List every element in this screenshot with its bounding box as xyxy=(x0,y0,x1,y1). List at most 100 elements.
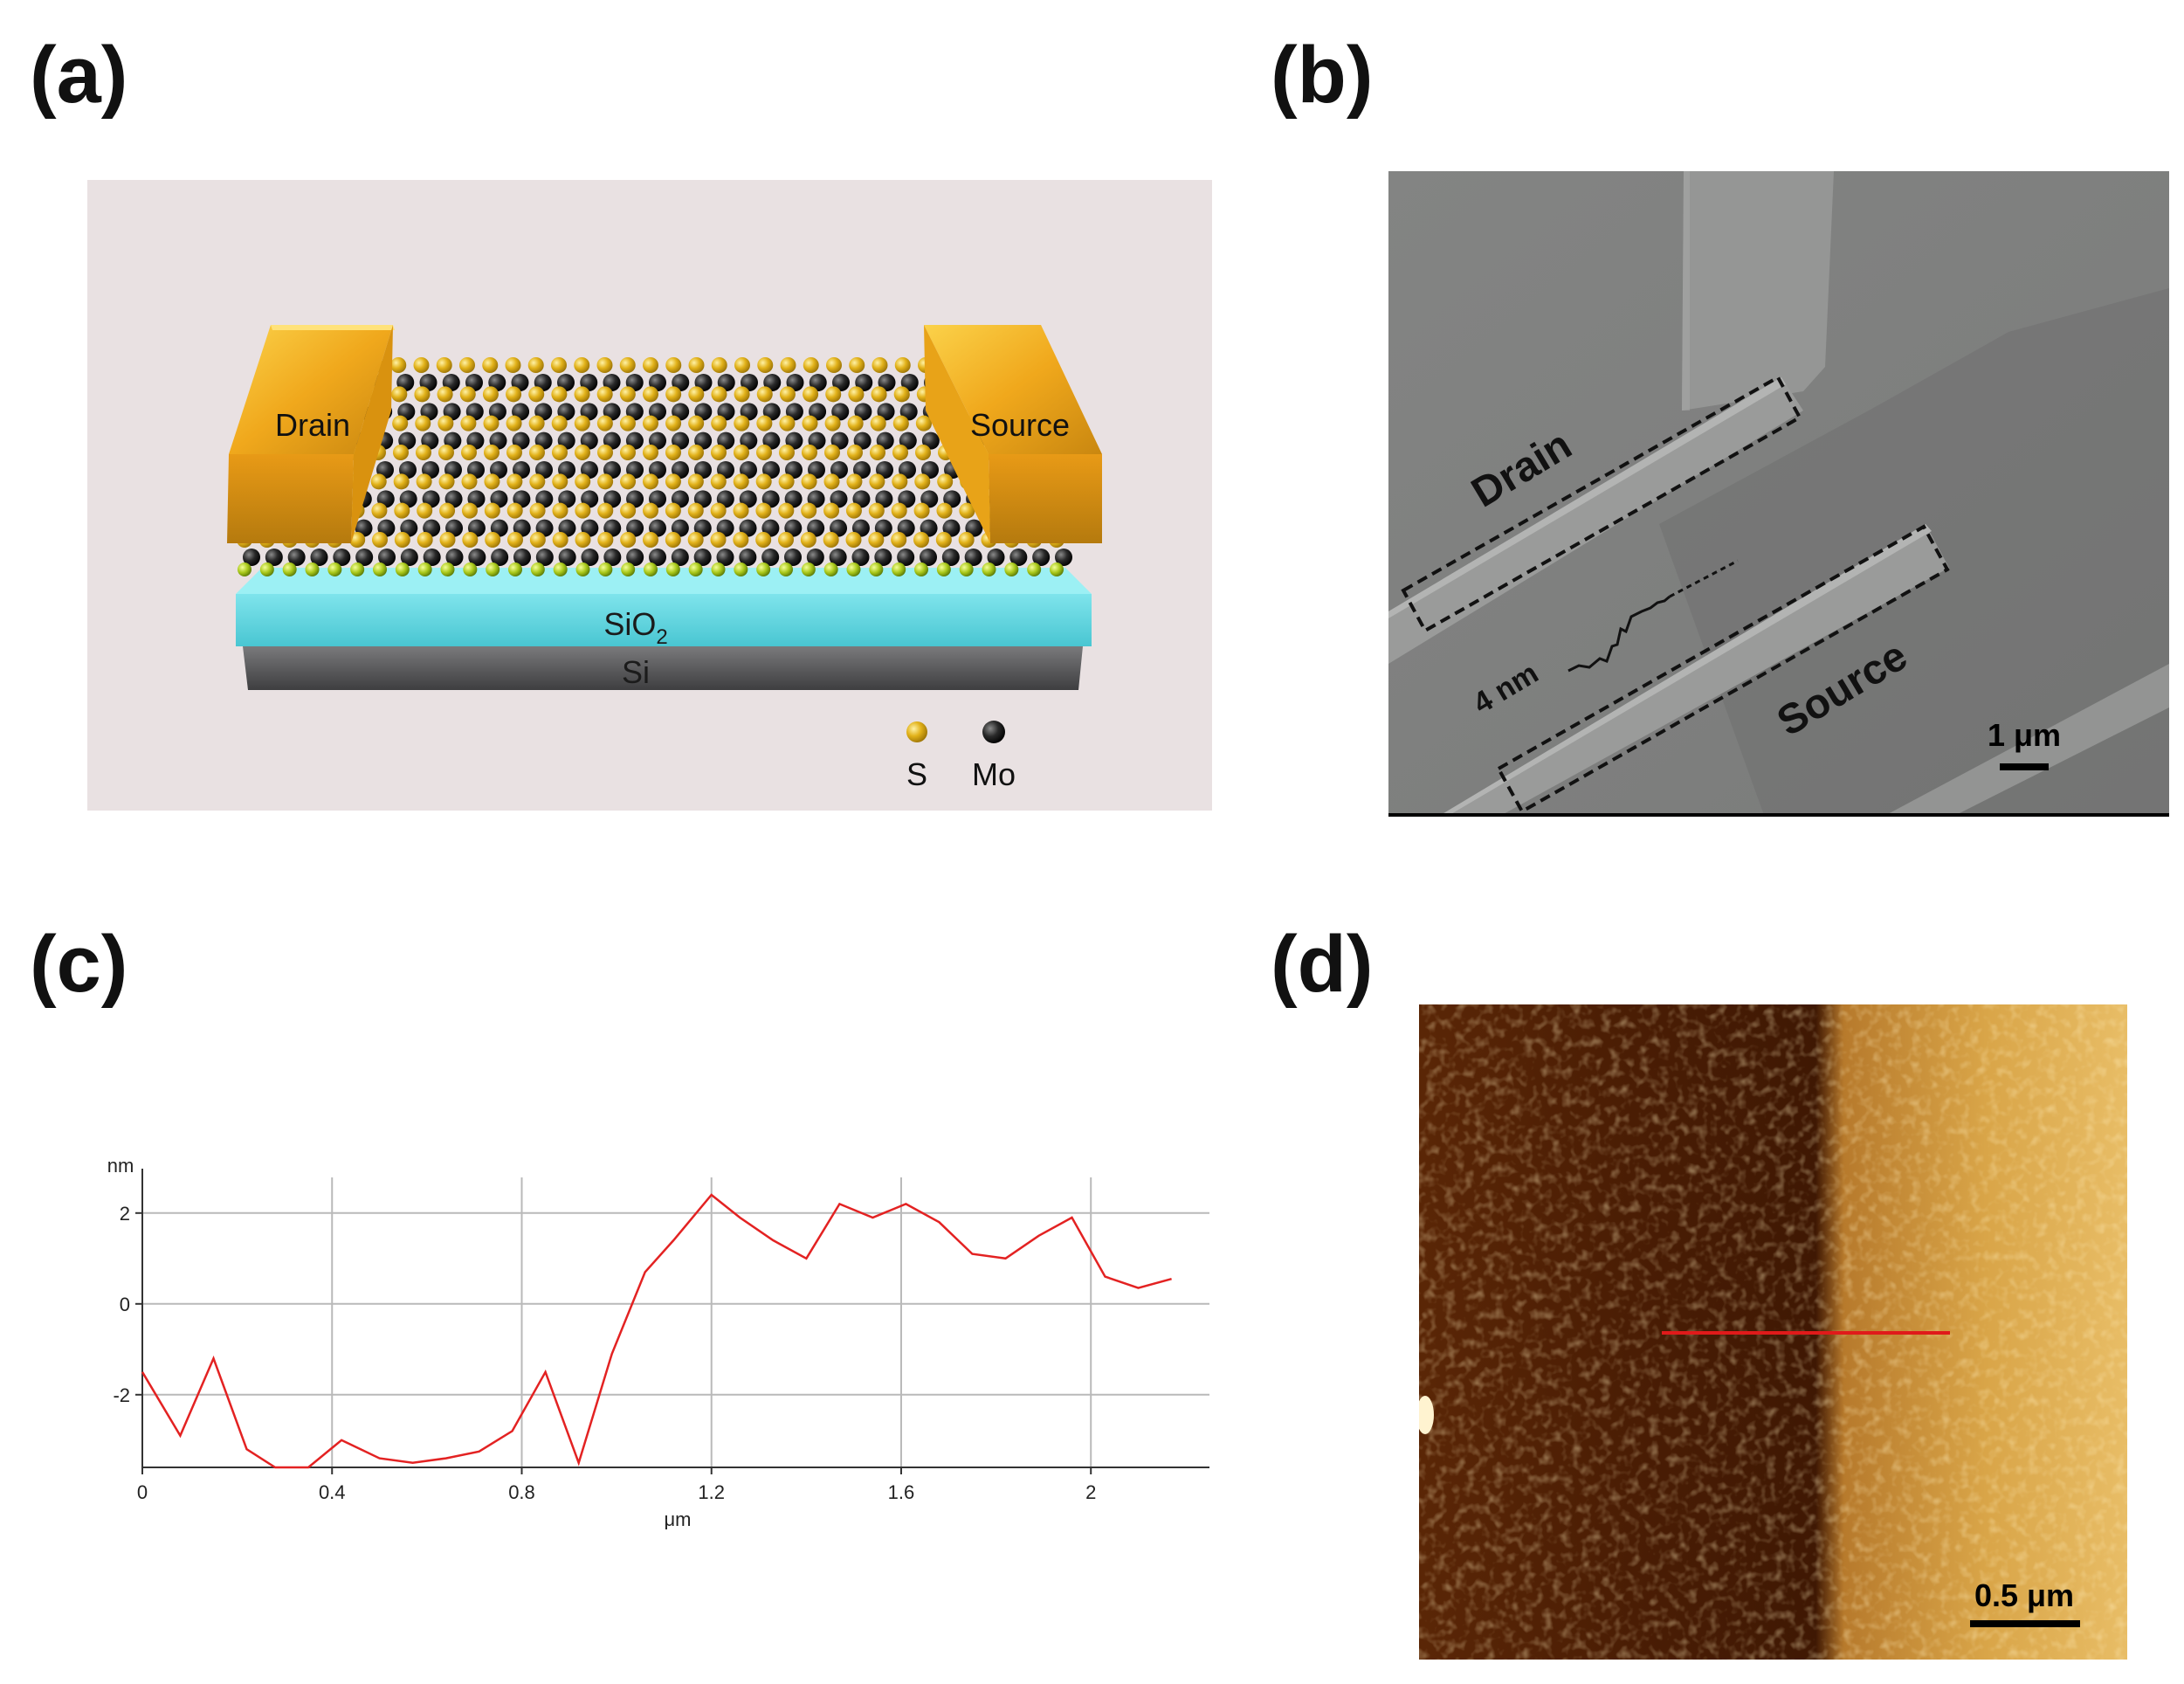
panel-c-label: (c) xyxy=(30,920,128,1009)
s-atom xyxy=(506,445,522,460)
s-atom xyxy=(848,386,865,403)
s-atom xyxy=(846,562,861,576)
s-atom xyxy=(486,562,500,576)
mo-atom xyxy=(877,403,895,421)
s-atom xyxy=(551,357,567,373)
s-atom xyxy=(868,532,885,548)
x-tick-label: 1.6 xyxy=(888,1481,915,1503)
s-atom xyxy=(619,415,636,431)
s-atom xyxy=(575,502,591,519)
s-atom xyxy=(825,386,842,403)
s-atom xyxy=(687,502,704,519)
s-atom xyxy=(688,445,704,460)
mo-atom xyxy=(423,549,441,566)
s-atom xyxy=(894,357,911,373)
chart-series xyxy=(141,1193,1172,1469)
drain-label: Drain xyxy=(275,407,350,443)
s-atom xyxy=(756,415,773,431)
s-atom xyxy=(393,473,410,490)
mo-atom xyxy=(626,549,644,566)
mo-atom xyxy=(851,519,870,537)
s-atom xyxy=(552,473,568,490)
s-atom xyxy=(508,562,522,576)
s-atom xyxy=(913,532,929,548)
s-atom xyxy=(892,445,908,460)
s-atom xyxy=(802,445,817,460)
s-atom xyxy=(483,415,499,431)
s-atom xyxy=(665,532,681,548)
drain-outline xyxy=(1401,375,1802,633)
s-atom xyxy=(552,502,568,519)
s-atom xyxy=(847,445,863,460)
mo-atom xyxy=(785,403,803,421)
s-atom xyxy=(710,532,727,548)
s-atom xyxy=(982,562,996,576)
s-atom xyxy=(913,502,930,519)
s-atom xyxy=(823,502,840,519)
s-atom xyxy=(439,532,456,548)
s-atom xyxy=(711,562,726,576)
s-atom xyxy=(803,357,819,373)
mo-atom xyxy=(875,490,893,508)
s-atom xyxy=(620,502,637,519)
s-atom xyxy=(687,473,704,490)
mo-atom xyxy=(920,490,939,508)
s-atom xyxy=(643,502,658,519)
si-substrate xyxy=(243,646,1083,690)
s-atom xyxy=(892,415,909,431)
s-atom xyxy=(847,415,864,431)
mo-atom xyxy=(784,549,802,566)
mo-atom xyxy=(558,549,576,566)
s-atom xyxy=(870,415,886,431)
s-atom xyxy=(598,562,613,576)
mo-atom xyxy=(851,549,870,566)
legend-s-label: S xyxy=(906,756,927,792)
s-atom xyxy=(574,357,590,373)
mo-atom xyxy=(513,549,531,566)
s-atom xyxy=(259,562,274,576)
x-tick-label: 0.8 xyxy=(508,1481,535,1503)
s-atom xyxy=(305,562,320,576)
s-atom xyxy=(575,445,590,460)
mo-atom xyxy=(445,549,464,566)
x-axis-label: μm xyxy=(664,1508,691,1530)
mo-atom xyxy=(941,549,960,566)
s-atom xyxy=(734,386,750,403)
mo-atom xyxy=(808,461,825,479)
s-atom xyxy=(869,562,884,576)
s-atom xyxy=(711,445,727,460)
s-atom xyxy=(756,562,771,576)
s-atom xyxy=(823,532,839,548)
mo-atom xyxy=(786,374,804,391)
s-atom xyxy=(779,562,793,576)
mo-atom xyxy=(763,374,782,391)
s-atom xyxy=(734,562,748,576)
s-atom xyxy=(370,473,387,490)
s-atom xyxy=(238,562,251,576)
mo-atom xyxy=(852,490,871,508)
s-atom xyxy=(826,357,842,373)
mos2-lattice xyxy=(237,357,1072,576)
s-atom xyxy=(529,473,546,490)
source-label: Source xyxy=(970,407,1070,443)
s-atom xyxy=(778,473,795,490)
s-atom xyxy=(711,357,727,373)
s-atom xyxy=(800,532,816,548)
s-atom xyxy=(687,532,704,548)
mo-atom xyxy=(920,549,937,566)
mo-atom xyxy=(899,431,917,450)
s-atom xyxy=(438,473,455,490)
s-atom xyxy=(780,357,796,373)
s-atom xyxy=(779,386,796,403)
s-atom xyxy=(553,562,568,576)
s-atom xyxy=(597,532,614,548)
s-atom xyxy=(688,386,705,403)
s-atom xyxy=(552,445,568,460)
s-atom xyxy=(665,386,682,403)
s-atom xyxy=(416,473,432,490)
mo-atom xyxy=(581,549,599,566)
s-atom xyxy=(393,445,409,460)
panel-d-label: (d) xyxy=(1271,920,1374,1009)
